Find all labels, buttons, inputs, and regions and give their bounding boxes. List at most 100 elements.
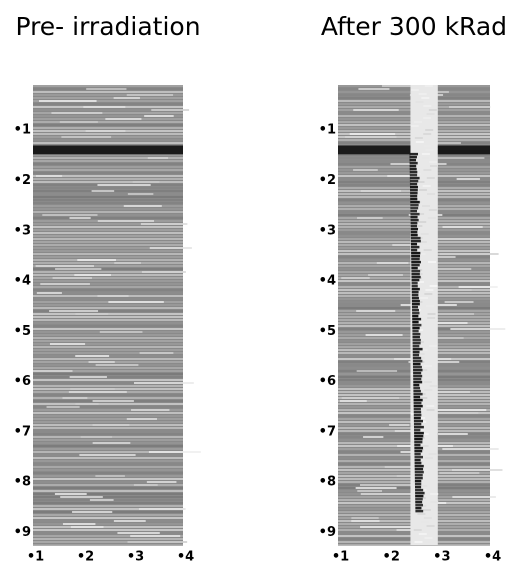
stripe-bright bbox=[147, 157, 169, 159]
y-tick-label: •9 bbox=[319, 525, 336, 540]
dark-column bbox=[410, 224, 417, 228]
bright-texture bbox=[430, 501, 439, 503]
dark-column bbox=[415, 506, 422, 510]
dark-column bbox=[413, 374, 423, 378]
dark-column bbox=[411, 269, 421, 273]
stripe-bright bbox=[146, 481, 177, 483]
dark-column bbox=[409, 155, 417, 159]
stripe bbox=[33, 97, 183, 99]
dark-band bbox=[33, 145, 183, 155]
stripe bbox=[33, 376, 183, 378]
stripe bbox=[33, 85, 183, 87]
dark-column bbox=[414, 437, 423, 441]
bright-texture bbox=[423, 169, 432, 171]
dark-column bbox=[411, 299, 420, 303]
stripe-bright bbox=[444, 301, 474, 303]
stripe bbox=[33, 121, 183, 123]
stripe-bright bbox=[435, 142, 461, 144]
dark-column bbox=[413, 377, 422, 381]
dark-column bbox=[410, 209, 418, 213]
stripe bbox=[33, 523, 183, 525]
bright-texture bbox=[424, 389, 433, 391]
stripe-bright bbox=[51, 112, 103, 114]
stripe-bright bbox=[130, 535, 181, 537]
stripe bbox=[33, 502, 183, 504]
stripe-bright bbox=[92, 442, 131, 444]
stripe-bright bbox=[438, 433, 468, 435]
stripe-bright bbox=[410, 391, 470, 393]
stripe-bright bbox=[396, 475, 418, 477]
bright-texture bbox=[423, 365, 432, 367]
dark-column bbox=[410, 239, 421, 243]
stripe-bright bbox=[55, 268, 102, 270]
dark-column bbox=[413, 389, 421, 393]
dark-column bbox=[409, 182, 418, 186]
stripe bbox=[33, 115, 183, 117]
x-tick-label: •3 bbox=[127, 550, 144, 565]
stripe-bright bbox=[97, 220, 155, 222]
stripe-bright bbox=[141, 271, 186, 273]
stripe bbox=[33, 373, 183, 375]
stripe bbox=[33, 139, 183, 141]
dark-column bbox=[410, 245, 420, 249]
stripe-bright bbox=[132, 181, 160, 183]
stripe bbox=[33, 292, 183, 294]
bright-texture bbox=[426, 525, 435, 527]
x-tick-label: •1 bbox=[332, 550, 349, 565]
stripe bbox=[33, 415, 183, 417]
bright-texture bbox=[424, 85, 433, 87]
stripe-bright bbox=[77, 259, 116, 261]
stripe-bright bbox=[85, 130, 126, 132]
stripe bbox=[33, 217, 183, 219]
dark-column bbox=[414, 431, 424, 435]
panel-title: Pre- irradiation bbox=[15, 12, 200, 41]
dark-column bbox=[409, 170, 418, 174]
stripe-bright bbox=[358, 88, 390, 90]
stripe bbox=[33, 526, 183, 528]
stripe bbox=[33, 358, 183, 360]
stripe-bright bbox=[360, 190, 402, 192]
dark-column bbox=[410, 242, 418, 246]
stripe bbox=[33, 160, 183, 162]
stripe bbox=[33, 430, 183, 432]
dark-column bbox=[414, 434, 424, 438]
dark-column bbox=[414, 428, 421, 432]
dark-column bbox=[410, 200, 420, 204]
stripe-bright bbox=[341, 277, 370, 279]
dark-column bbox=[415, 491, 425, 495]
y-tick-label: •5 bbox=[14, 324, 31, 339]
stripe-bright bbox=[429, 337, 464, 339]
stripe-bright bbox=[339, 400, 367, 402]
bright-texture bbox=[416, 429, 425, 431]
stripe-bright bbox=[442, 448, 499, 450]
stripe bbox=[33, 169, 183, 171]
bright-texture bbox=[424, 293, 433, 295]
stripe-bright bbox=[427, 322, 468, 324]
dark-column bbox=[414, 470, 424, 474]
dark-column bbox=[415, 509, 424, 513]
stripe-bright bbox=[108, 301, 164, 303]
dark-column bbox=[409, 185, 418, 189]
dark-column bbox=[412, 314, 419, 318]
x-tick-label: •4 bbox=[177, 550, 194, 565]
stripe bbox=[33, 229, 183, 231]
stripe-bright bbox=[355, 487, 397, 489]
dark-column bbox=[413, 398, 423, 402]
bright-texture bbox=[415, 101, 424, 103]
dark-column bbox=[411, 260, 421, 264]
stripe-bright bbox=[114, 262, 141, 264]
stripe bbox=[33, 514, 183, 516]
stripe-bright bbox=[139, 352, 174, 354]
bright-texture bbox=[416, 181, 425, 183]
y-tick-label: •6 bbox=[319, 374, 336, 389]
stripe-bright bbox=[113, 520, 146, 522]
stripe bbox=[33, 175, 183, 177]
dark-column bbox=[411, 293, 419, 297]
bright-texture bbox=[420, 469, 429, 471]
bright-texture bbox=[417, 253, 426, 255]
dark-column bbox=[410, 221, 418, 225]
bright-texture bbox=[427, 217, 436, 219]
bright-texture bbox=[419, 349, 428, 351]
stripe bbox=[33, 493, 183, 495]
stripe-bright bbox=[113, 97, 140, 99]
